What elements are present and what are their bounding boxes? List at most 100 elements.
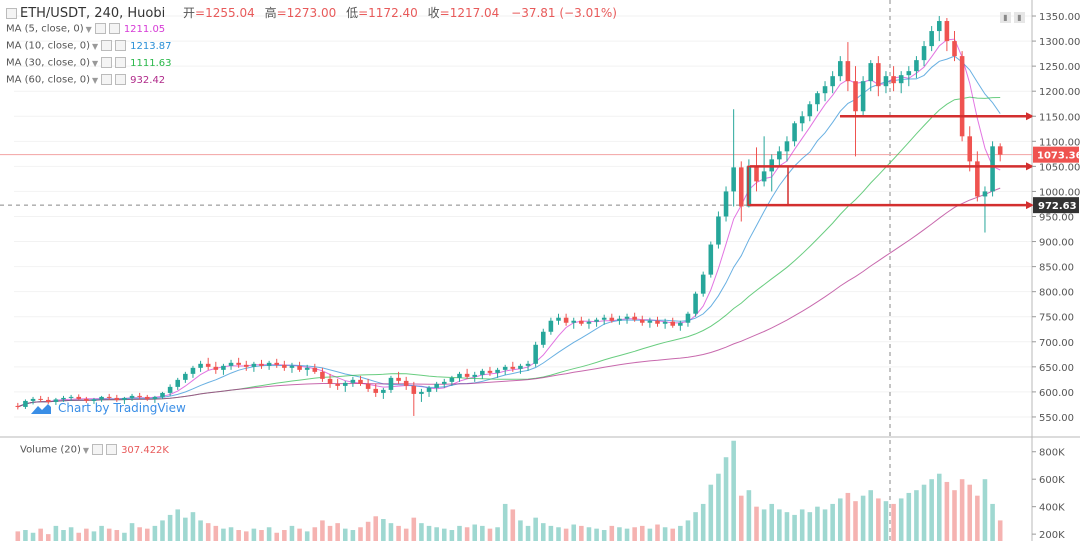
settings-icon[interactable] [92, 444, 104, 455]
settings-icon[interactable] [101, 74, 113, 85]
volume-bar [540, 523, 546, 541]
chevron-down-icon[interactable]: ▼ [82, 445, 90, 455]
volume-bar [777, 509, 782, 541]
tradingview-watermark[interactable]: Chart by TradingView [30, 401, 186, 416]
candle-body [936, 21, 942, 32]
candle [358, 375, 363, 386]
collapse-icon[interactable] [6, 8, 17, 19]
ma-row-10[interactable]: MA (10, close, 0) ▼ 1213.87 [6, 40, 172, 52]
volume-bar [959, 479, 965, 541]
volume-bar [860, 495, 866, 541]
ma-value: 932.42 [130, 74, 166, 86]
candle [822, 81, 828, 102]
ma-row-30[interactable]: MA (30, close, 0) ▼ 1111.63 [6, 57, 172, 69]
ma-label: MA (60, close, 0) [6, 74, 91, 86]
settings-icon[interactable] [94, 23, 106, 34]
close-icon[interactable] [108, 23, 120, 34]
candle [449, 375, 455, 386]
volume-bar [662, 527, 668, 541]
open-label: 开 [183, 6, 196, 20]
candle [221, 363, 226, 375]
ma-row-5[interactable]: MA (5, close, 0) ▼ 1211.05 [6, 23, 165, 35]
volume-bar [175, 509, 181, 541]
volume-legend[interactable]: Volume (20) ▼ 307.422K [20, 444, 169, 456]
close-icon[interactable] [115, 74, 127, 85]
fullscreen-icon[interactable]: ▮ [1014, 12, 1025, 23]
watermark-text: Chart by TradingView [58, 401, 186, 415]
candle [419, 388, 424, 402]
volume-bar [312, 527, 318, 541]
crosshair-price-label: 972.63 [1038, 201, 1077, 212]
range-box [747, 165, 789, 206]
price-tick-label: 1100.00 [1039, 137, 1080, 148]
candle [594, 317, 599, 327]
candle-body [914, 60, 919, 72]
candle [304, 364, 310, 376]
ma-line-60 [17, 187, 1001, 408]
settings-icon[interactable] [101, 40, 113, 51]
close-icon[interactable] [106, 444, 118, 455]
candle-body [860, 81, 866, 112]
volume-bar [731, 440, 736, 541]
candle-body [45, 399, 51, 402]
candle-body [518, 365, 523, 369]
candle-body [837, 61, 843, 77]
high-value: =1273.00 [276, 6, 337, 20]
candle-body [548, 320, 554, 332]
volume-bar [891, 503, 896, 541]
candle-body [243, 364, 249, 367]
chevron-down-icon[interactable]: ▼ [92, 41, 99, 51]
ma-label: MA (5, close, 0) [6, 23, 84, 35]
candle-body [388, 377, 394, 390]
candle-body [403, 380, 409, 386]
candle-body [487, 370, 493, 373]
candle-body [144, 396, 150, 399]
volume-bar [807, 512, 813, 541]
candle [799, 111, 805, 132]
candle-body [906, 71, 912, 76]
candle-body [784, 141, 790, 152]
volume-bar [373, 516, 379, 541]
candle-body [777, 151, 782, 160]
candle-body [799, 116, 805, 124]
candle-body [997, 146, 1003, 155]
candle [266, 360, 272, 370]
candle-body [99, 396, 104, 400]
chevron-down-icon[interactable]: ▼ [92, 58, 99, 68]
candle [792, 121, 797, 147]
candle-body [213, 366, 219, 370]
volume-bar [738, 495, 744, 541]
candle [228, 359, 234, 370]
candle [320, 367, 325, 382]
close-icon[interactable] [115, 57, 127, 68]
volume-bar [205, 523, 211, 541]
volume-bar [449, 530, 455, 541]
price-tick-label: 650.00 [1039, 363, 1074, 374]
candle-body [251, 363, 257, 367]
candle [548, 317, 554, 335]
screenshot-icon[interactable]: ▮ [1000, 12, 1011, 23]
candle [76, 394, 82, 400]
volume-bar [845, 492, 851, 541]
candle [289, 362, 295, 373]
candle [738, 161, 744, 222]
close-icon[interactable] [115, 40, 127, 51]
candle-body [152, 396, 158, 399]
candle-body [411, 385, 417, 394]
volume-bar [259, 530, 264, 541]
symbol-title: ETH/USDT, 240, Huobi [20, 6, 166, 21]
candle [716, 211, 721, 249]
volume-bar [228, 527, 234, 541]
ma-row-60[interactable]: MA (60, close, 0) ▼ 932.42 [6, 74, 165, 86]
volume-bar [815, 506, 820, 541]
chevron-down-icon[interactable]: ▼ [92, 75, 99, 85]
chevron-down-icon[interactable]: ▼ [85, 24, 92, 34]
volume-bar [53, 525, 59, 541]
candle-body [274, 362, 280, 365]
settings-icon[interactable] [101, 57, 113, 68]
candle-body [114, 397, 120, 400]
candle-body [929, 31, 934, 47]
volume-bar [23, 530, 28, 541]
open-value: =1255.04 [195, 6, 255, 20]
